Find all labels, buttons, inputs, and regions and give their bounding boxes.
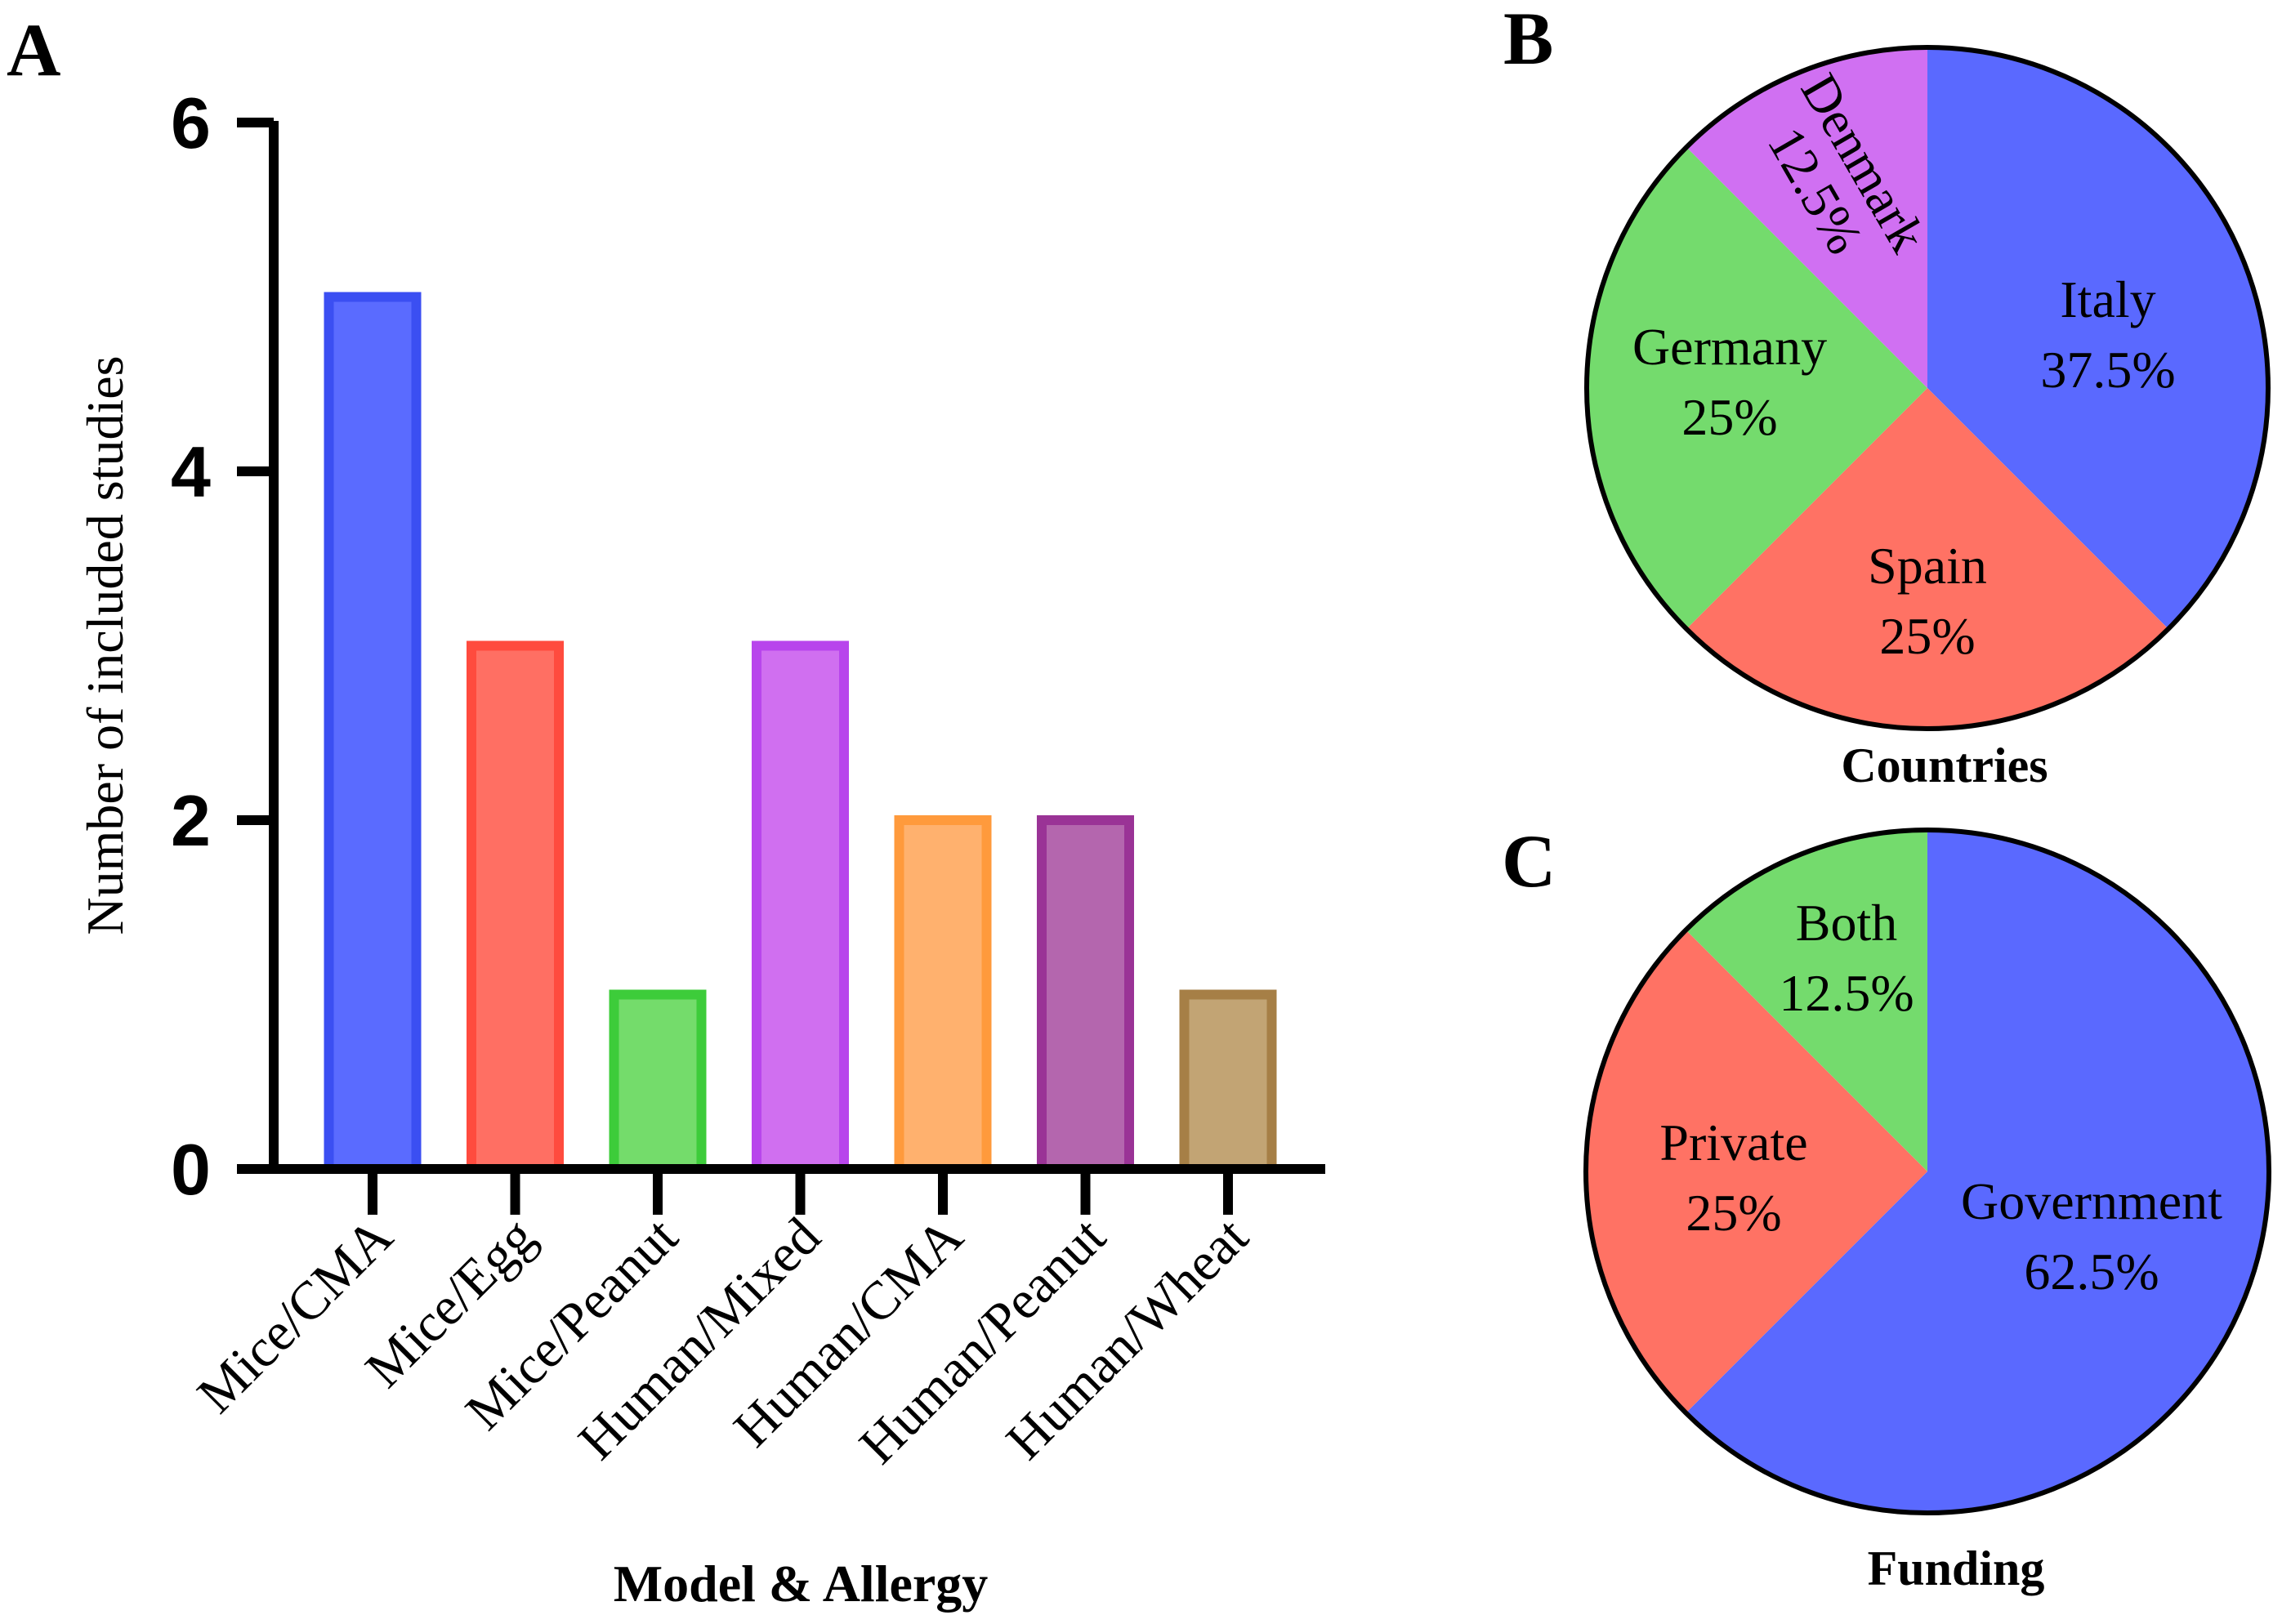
- slice-pct-germany: 25%: [1681, 388, 1777, 446]
- y-axis-title: Number of included studies: [76, 355, 134, 935]
- x-axis-ticks: Mice/CMAMice/EggMice/PeanutHuman/MixedHu…: [186, 1169, 1260, 1475]
- funding-pie-outline: [1583, 828, 2271, 1515]
- funding-pie-chart: Government 62.5% Private 25% Both 12.5% …: [1583, 828, 2271, 1595]
- y-tick-label-2: 2: [171, 780, 211, 861]
- x-label-mice-cma: Mice/CMA: [186, 1207, 404, 1425]
- bar-human-mixed: [752, 640, 849, 1174]
- bar-human-peanut: [1037, 815, 1134, 1174]
- panel-letter-b: B: [1503, 0, 1553, 80]
- countries-pie-title: Countries: [1841, 738, 2048, 792]
- slice-label-spain: Spain: [1868, 537, 1987, 595]
- bar-chart: 0 2 4 6 Mice/CMAMice/EggMice/PeanutHuman/Mi…: [76, 83, 1325, 1613]
- bar-human-cma: [894, 815, 992, 1174]
- countries-slice-germany: [1586, 147, 1927, 629]
- slice-label-government: Government: [1961, 1172, 2222, 1230]
- slice-label-both: Both: [1796, 894, 1897, 952]
- funding-pie-slices: [1585, 830, 2269, 1513]
- funding-slice-both: [1686, 830, 1927, 1171]
- bar-layer: [324, 292, 1277, 1174]
- countries-pie-outline: [1584, 45, 2271, 731]
- bar-mice-cma: [324, 292, 422, 1174]
- funding-slice-government: [1686, 830, 2269, 1513]
- funding-pie-title: Funding: [1868, 1541, 2045, 1595]
- y-axis-ticks: 0 2 4 6: [171, 83, 274, 1210]
- slice-pct-both: 12.5%: [1779, 964, 1914, 1022]
- slice-pct-government: 62.5%: [2024, 1243, 2159, 1301]
- slice-pct-private: 25%: [1686, 1184, 1781, 1242]
- y-tick-label-6: 6: [171, 83, 211, 163]
- countries-pie-chart: Italy 37.5% Spain 25% Germany 25% Denmar…: [1584, 45, 2271, 792]
- x-axis-title: Model & Allergy: [614, 1555, 989, 1613]
- slice-pct-italy: 37.5%: [2040, 341, 2175, 399]
- slice-label-private: Private: [1659, 1113, 1807, 1171]
- panel-letter-a: A: [7, 8, 60, 91]
- bar-mice-peanut: [609, 989, 707, 1174]
- countries-slice-italy: [1927, 47, 2268, 629]
- bar-human-wheat: [1179, 989, 1277, 1174]
- slice-label-italy: Italy: [2060, 270, 2155, 328]
- countries-slice-denmark: [1686, 47, 1927, 388]
- countries-pie-slices: [1586, 47, 2268, 729]
- countries-slice-spain: [1686, 388, 2168, 729]
- x-label-human-peanut: Human/Peanut: [848, 1207, 1117, 1475]
- slice-label-germany: Germany: [1632, 318, 1827, 376]
- panel-letter-c: C: [1502, 819, 1556, 903]
- bar-mice-egg: [467, 640, 564, 1174]
- slice-pct-spain: 25%: [1879, 607, 1975, 665]
- funding-slice-private: [1585, 930, 1927, 1413]
- y-tick-label-0: 0: [171, 1129, 211, 1210]
- y-tick-label-4: 4: [171, 431, 211, 512]
